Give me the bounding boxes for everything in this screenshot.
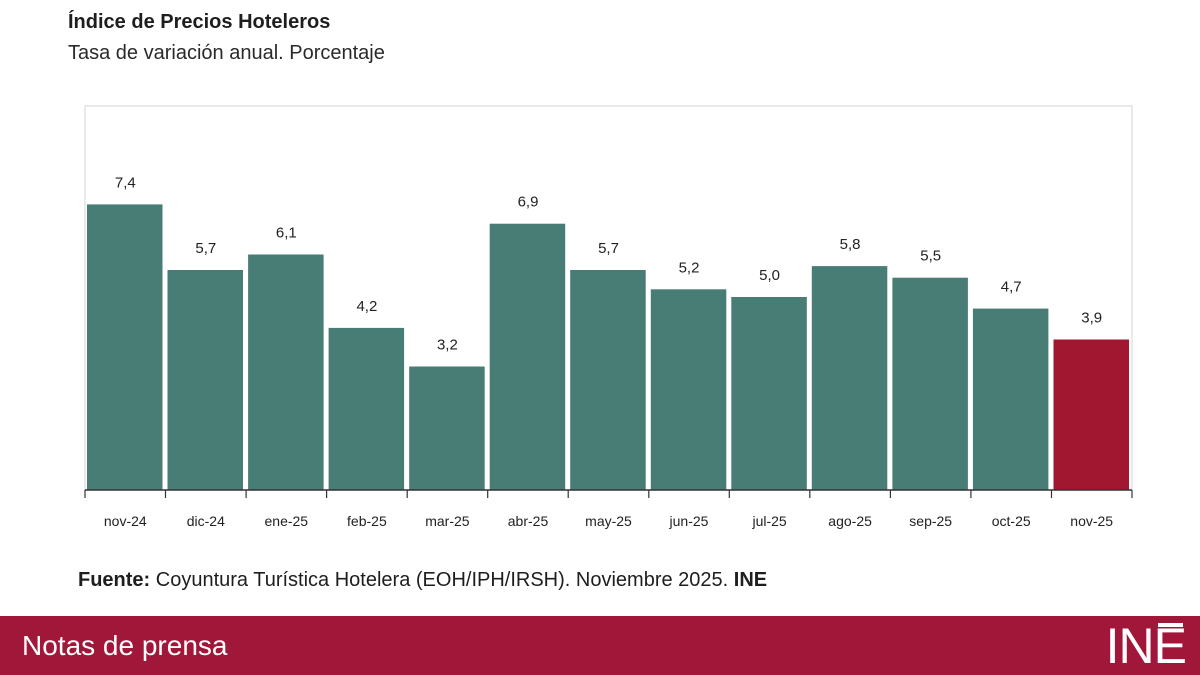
- x-tick-label: nov-25: [1070, 513, 1113, 529]
- x-tick-label: oct-25: [992, 513, 1031, 529]
- value-label: 3,9: [1081, 310, 1102, 327]
- footer-title[interactable]: Notas de prensa: [22, 630, 228, 661]
- value-label: 6,9: [518, 194, 539, 211]
- value-label: 4,2: [356, 298, 377, 315]
- x-tick-label: ago-25: [828, 513, 872, 529]
- bar-chart: 7,45,76,14,23,26,95,75,2 5,05,85,54,73,9 …: [84, 105, 1133, 529]
- bar-jun-25: [650, 289, 727, 490]
- bar-ene-25: [248, 254, 324, 490]
- chart-subtitle: Tasa de variación anual. Porcentaje: [68, 42, 385, 64]
- bar-feb-25: [328, 327, 405, 490]
- value-label: 4,7: [1001, 279, 1022, 296]
- source-label: Fuente:: [78, 569, 151, 591]
- value-label: 7,4: [115, 174, 136, 191]
- bar-nov-24: [87, 204, 163, 490]
- bar-may-25: [570, 270, 646, 490]
- x-tick-label: jun-25: [669, 513, 709, 529]
- logo-macron: [1158, 623, 1183, 627]
- value-label: 5,2: [679, 259, 700, 276]
- x-tick-label: mar-25: [425, 513, 470, 529]
- ine-logo[interactable]: INE: [1105, 618, 1187, 674]
- bar-sep-25: [892, 277, 968, 490]
- chart-title: Índice de Precios Hoteleros: [68, 11, 331, 33]
- x-tick-label: abr-25: [508, 513, 549, 529]
- x-tick-label: ene-25: [265, 513, 309, 529]
- x-tick-label: sep-25: [909, 513, 952, 529]
- value-label: 3,2: [437, 337, 458, 354]
- source-text: Coyuntura Turística Hotelera (EOH/IPH/IR…: [150, 569, 734, 591]
- bar-abr-25: [489, 223, 566, 490]
- value-label: 5,0: [759, 267, 780, 284]
- value-label: 6,1: [276, 225, 297, 242]
- bar-mar-25: [409, 366, 485, 490]
- value-label: 5,7: [195, 240, 216, 257]
- x-tick-label: nov-24: [104, 513, 147, 529]
- value-label: 5,5: [920, 248, 941, 265]
- x-tick-label: may-25: [585, 513, 632, 529]
- bar-ago-25: [811, 266, 888, 490]
- logo-text: INE: [1105, 618, 1187, 674]
- x-tick-label: jul-25: [751, 513, 786, 529]
- source-org: INE: [733, 569, 768, 591]
- source-note: Fuente: Coyuntura Turística Hotelera (EO…: [78, 569, 767, 592]
- value-label: 5,7: [598, 240, 619, 257]
- footer-bar: Notas de prensa INE: [0, 616, 1200, 675]
- bar-dic-24: [167, 270, 243, 490]
- x-tick-label: feb-25: [347, 513, 387, 529]
- bar-nov-25: [1053, 339, 1129, 490]
- bar-oct-25: [972, 308, 1049, 490]
- value-label: 5,8: [840, 236, 861, 253]
- x-tick-label: dic-24: [187, 513, 225, 529]
- bar-jul-25: [731, 297, 807, 490]
